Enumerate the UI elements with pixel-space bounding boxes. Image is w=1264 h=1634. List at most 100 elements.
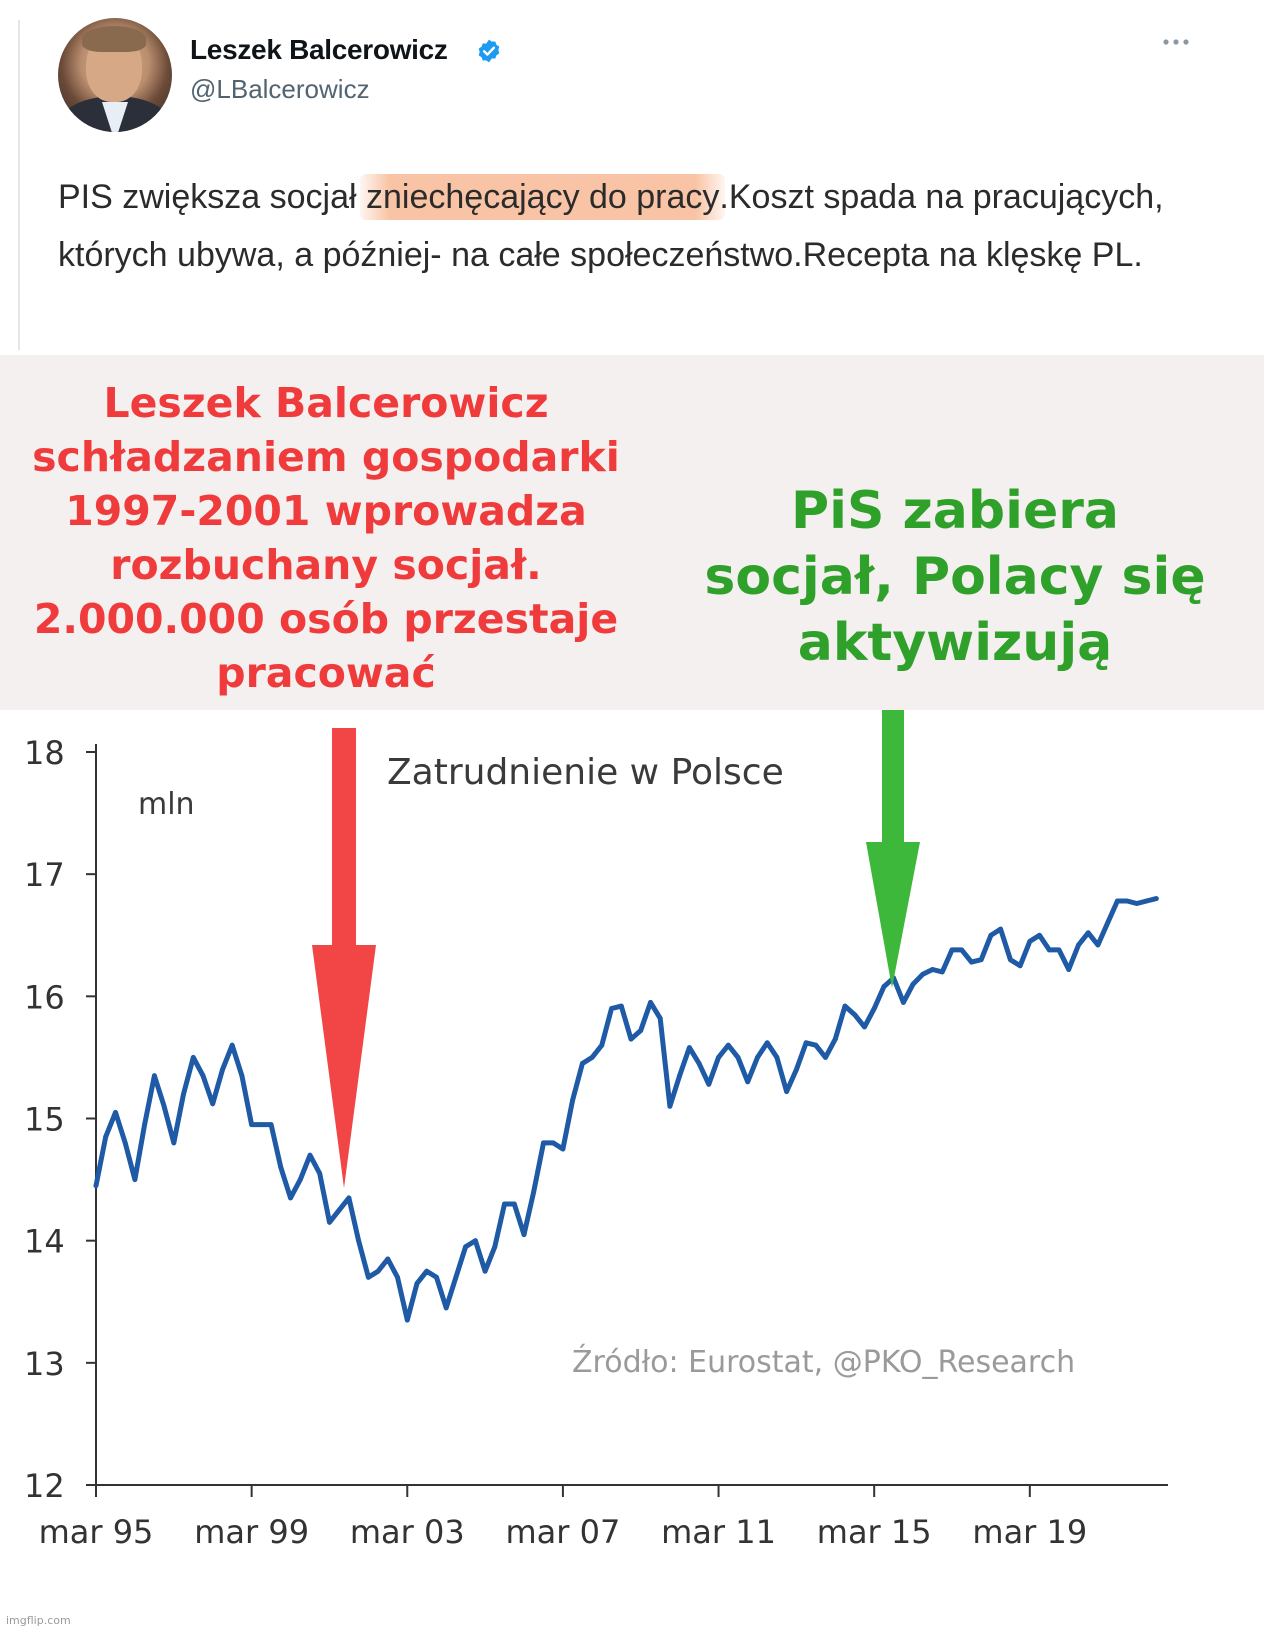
tweet-text-highlight: zniechęcający do pracy — [360, 174, 726, 220]
data-point — [161, 1103, 167, 1109]
data-point — [288, 1195, 293, 1201]
avatar[interactable] — [58, 18, 172, 132]
data-point — [366, 1274, 371, 1280]
data-point — [580, 1061, 585, 1066]
data-point — [589, 1055, 595, 1060]
data-point — [687, 1045, 692, 1050]
x-tick-label: mar 95 — [39, 1513, 154, 1551]
data-point — [774, 1055, 780, 1060]
data-point — [706, 1081, 712, 1087]
data-point — [463, 1244, 468, 1250]
data-point — [1056, 947, 1062, 953]
data-point — [618, 1003, 624, 1009]
data-point — [725, 1042, 731, 1048]
data-point — [813, 1042, 819, 1048]
data-point — [122, 1140, 128, 1146]
right-caption: PiS zabiera socjał, Polacy się aktywizuj… — [704, 481, 1206, 673]
data-point — [901, 1000, 906, 1005]
data-point — [317, 1171, 323, 1176]
data-point — [336, 1207, 342, 1213]
data-point — [502, 1201, 507, 1207]
data-point — [1124, 898, 1130, 904]
chart-title: Zatrudnienie w Polsce — [387, 752, 784, 793]
y-tick-label: 15 — [24, 1101, 65, 1139]
data-point — [220, 1067, 225, 1072]
data-point — [823, 1055, 828, 1060]
verified-badge-icon — [478, 39, 500, 63]
data-point — [239, 1073, 245, 1079]
caption-band — [0, 355, 1264, 710]
display-name[interactable]: Leszek Balcerowicz — [190, 34, 448, 65]
data-point — [190, 1055, 196, 1060]
data-point — [531, 1189, 537, 1195]
data-point — [1066, 967, 1072, 972]
data-point — [307, 1152, 313, 1158]
left-caption: Leszek Balcerowicz schładzaniem gospodar… — [32, 379, 620, 697]
data-point — [1095, 942, 1101, 948]
data-point — [278, 1165, 284, 1170]
data-point — [346, 1195, 352, 1201]
data-point — [959, 947, 965, 953]
y-tick-label: 14 — [24, 1223, 65, 1261]
data-point — [784, 1089, 789, 1094]
more-dots-icon[interactable] — [1158, 32, 1194, 52]
data-point — [1037, 932, 1042, 938]
source-label: Źródło: Eurostat, @PKO_Research — [572, 1344, 1075, 1380]
data-point — [541, 1140, 546, 1146]
data-point — [482, 1268, 488, 1274]
data-point — [638, 1028, 644, 1033]
y-tick-label: 12 — [24, 1467, 65, 1505]
data-point — [628, 1036, 634, 1042]
data-point — [930, 967, 935, 972]
data-point — [832, 1036, 838, 1042]
data-point — [492, 1244, 498, 1250]
data-point — [1144, 898, 1149, 904]
series-points — [93, 896, 1159, 1323]
data-point — [842, 1003, 848, 1009]
y-tick-label: 18 — [24, 734, 65, 772]
data-point — [424, 1268, 430, 1274]
data-point — [249, 1122, 255, 1127]
data-point — [1046, 947, 1052, 953]
data-point — [920, 971, 926, 977]
tweet-text-start: PIS zwiększa socjał — [58, 178, 366, 216]
data-point — [142, 1122, 148, 1127]
data-point — [988, 932, 994, 938]
data-point — [1027, 939, 1033, 944]
data-point — [453, 1274, 459, 1280]
y-tick-label: 17 — [24, 856, 65, 894]
data-point — [677, 1073, 682, 1079]
x-tick-label: mar 03 — [350, 1513, 465, 1551]
data-point — [570, 1097, 575, 1103]
data-point — [1008, 957, 1013, 963]
data-point — [910, 981, 916, 987]
data-point — [434, 1274, 439, 1280]
data-point — [171, 1140, 177, 1146]
data-point — [1115, 898, 1120, 904]
user-handle[interactable]: @LBalcerowicz — [190, 74, 370, 104]
data-point — [716, 1055, 721, 1060]
x-tick-label: mar 11 — [661, 1513, 776, 1551]
x-tick-label: mar 99 — [194, 1513, 309, 1551]
data-point — [560, 1146, 566, 1152]
data-point — [443, 1305, 449, 1311]
data-point — [200, 1073, 206, 1079]
tweet-text: PIS zwiększa socjał zniechęcający do pra… — [58, 168, 1198, 284]
data-point — [696, 1061, 702, 1066]
data-point — [1153, 896, 1159, 901]
data-point — [414, 1281, 420, 1286]
data-point — [648, 1000, 653, 1005]
data-point — [969, 959, 974, 965]
data-point — [735, 1055, 741, 1060]
tweet-card: Leszek Balcerowicz @LBalcerowicz PIS zwi… — [0, 0, 1264, 365]
data-point — [297, 1177, 303, 1182]
data-point — [667, 1103, 673, 1109]
data-point — [998, 926, 1003, 932]
data-point — [803, 1040, 809, 1046]
data-point — [268, 1122, 274, 1127]
left-arrow-down — [312, 728, 376, 1188]
right-arrow-down — [866, 710, 920, 988]
data-point — [229, 1042, 235, 1048]
